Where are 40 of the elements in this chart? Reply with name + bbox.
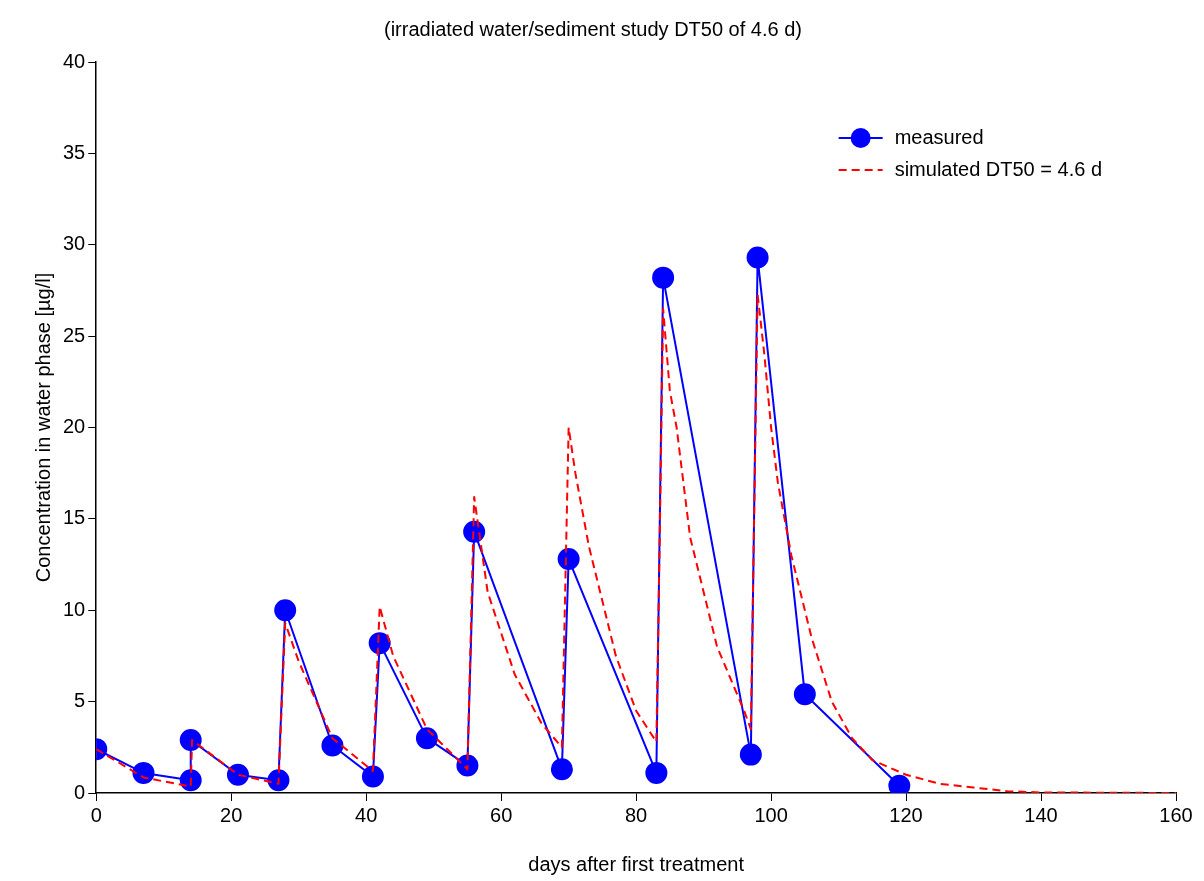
x-tick-label: 140 (1024, 803, 1058, 826)
point (179, 729, 202, 751)
y-tick-label: 5 (74, 689, 86, 712)
point (793, 683, 816, 706)
point (557, 548, 580, 571)
chart-title: (irradiated water/sediment study DT50 of 4.6 d) (384, 17, 802, 40)
point (132, 761, 155, 784)
x-tick-label: 80 (625, 803, 648, 826)
point (274, 599, 297, 622)
legend-label: simulated DT50 = 4.6 d (894, 157, 1103, 180)
point (456, 754, 479, 777)
x-tick-label: 100 (754, 803, 788, 826)
y-tick-label: 20 (63, 415, 86, 438)
point (739, 743, 762, 766)
point (746, 246, 769, 269)
point (550, 758, 573, 781)
y-axis-title: Concentration in water phase [µg/l] (31, 272, 54, 583)
y-tick-label: 35 (63, 140, 86, 163)
point (226, 763, 249, 786)
y-tick-label: 15 (63, 506, 86, 529)
point (179, 769, 202, 792)
point (645, 761, 668, 784)
point (361, 765, 384, 788)
x-axis-title: days after first treatment (528, 852, 745, 875)
x-tick-label: 60 (490, 803, 513, 826)
x-tick-label: 0 (90, 803, 102, 826)
y-tick-label: 10 (63, 597, 86, 620)
x-tick-label: 20 (220, 803, 243, 826)
point (415, 727, 438, 750)
y-tick-label: 25 (63, 323, 86, 346)
point (267, 769, 290, 792)
y-tick-label: 30 (63, 232, 86, 255)
y-tick-label: 0 (74, 780, 86, 803)
point (652, 266, 675, 289)
point (321, 734, 344, 757)
x-tick-label: 40 (355, 803, 378, 826)
legend-label: measured (894, 125, 984, 148)
y-tick-label: 40 (63, 49, 86, 72)
x-tick-label: 120 (889, 803, 923, 826)
x-tick-label: 160 (1159, 803, 1193, 826)
